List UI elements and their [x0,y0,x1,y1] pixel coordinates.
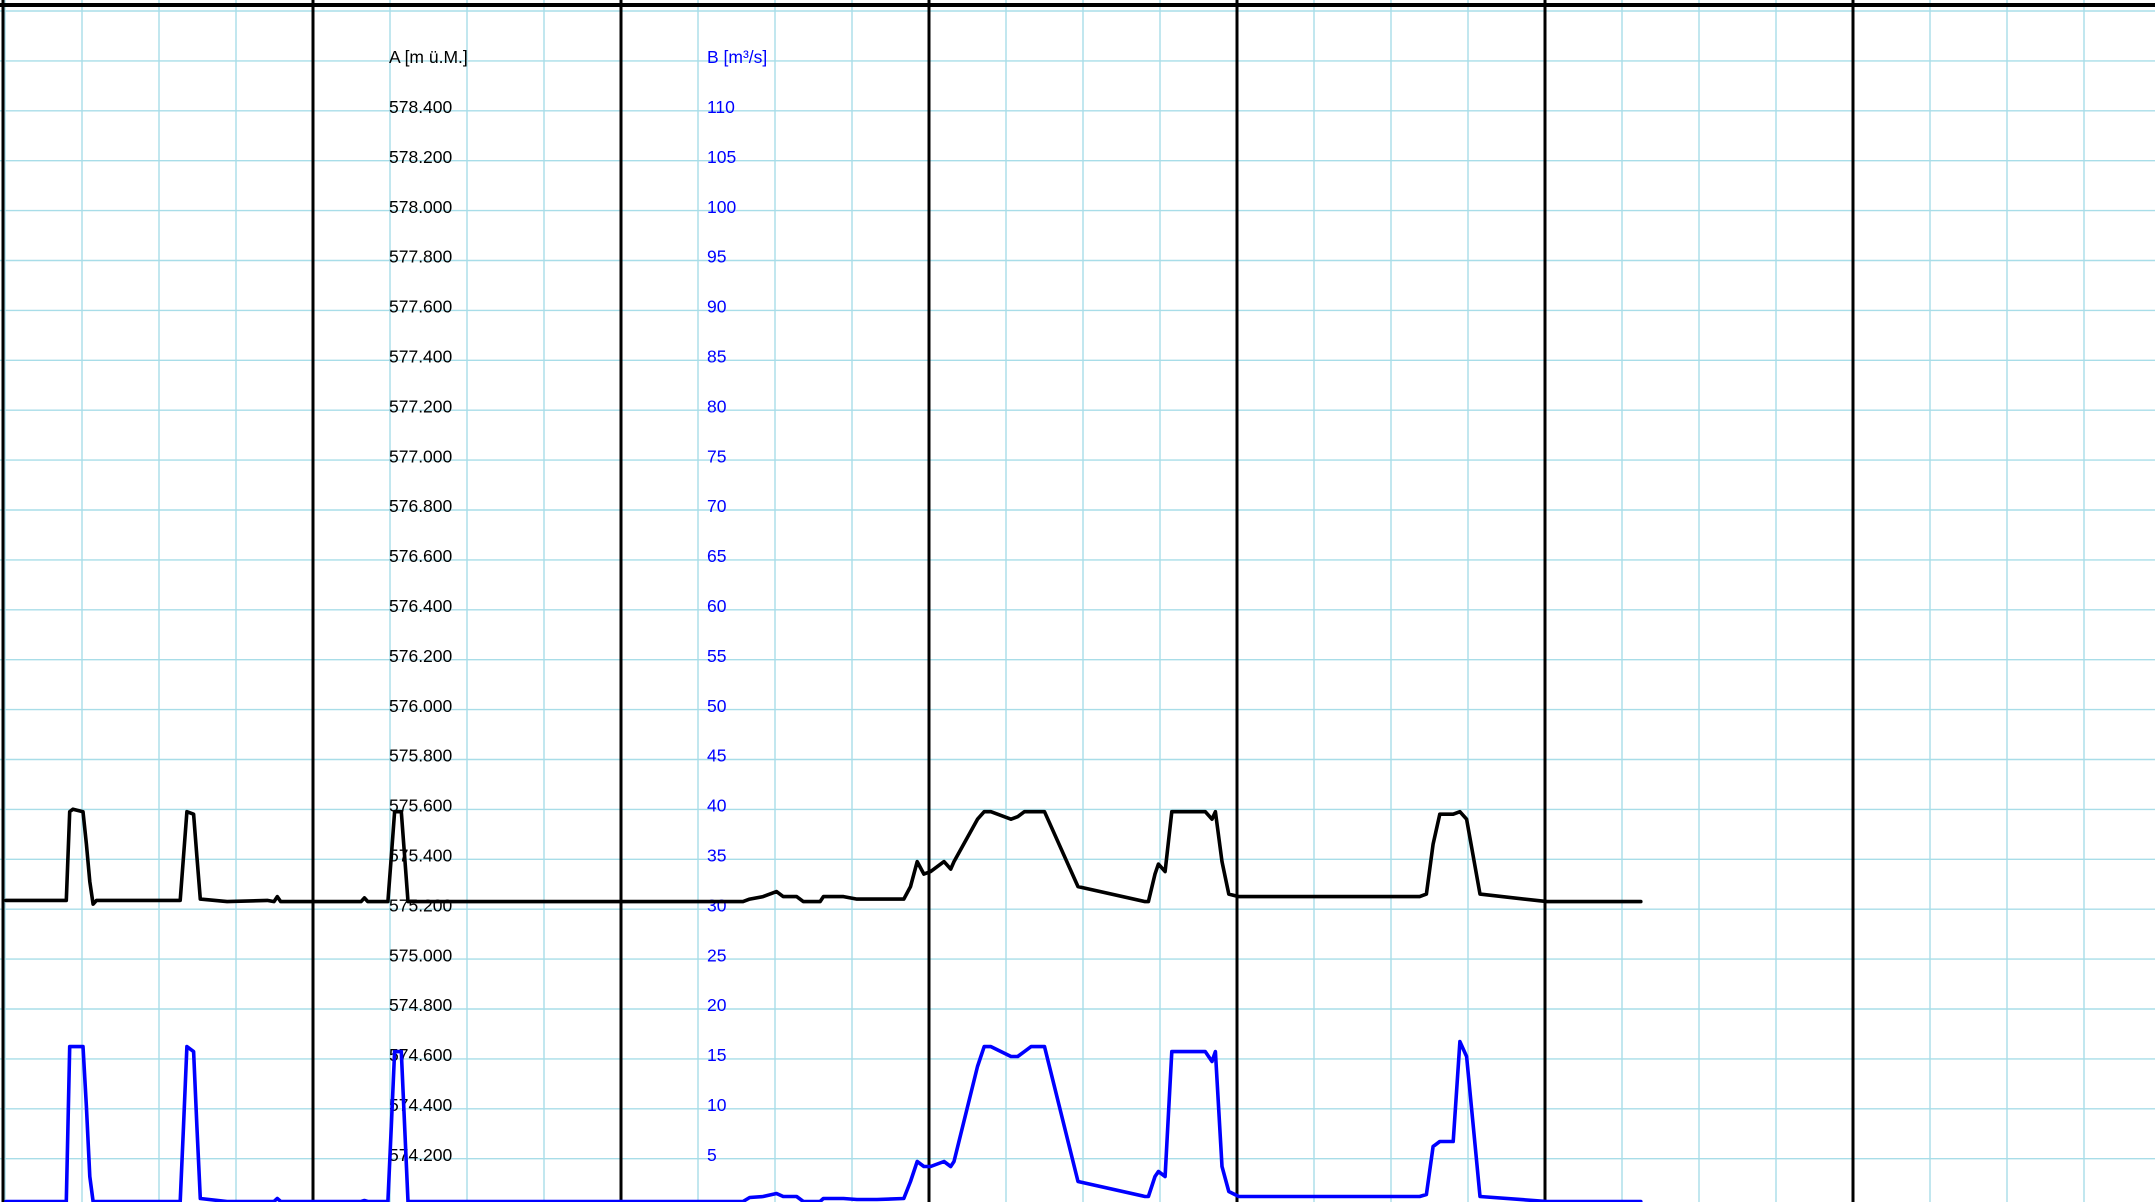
y-axis-a-tick-label: 576.000 [389,696,453,716]
y-axis-b-tick-label: 15 [707,1045,726,1065]
y-axis-a: A [m ü.M.] 578.400 578.200 578.000 577.800 5… [389,47,468,1165]
y-axis-a-tick-label: 574.800 [389,995,453,1015]
y-axis-b-tick-label: 70 [707,496,727,516]
y-axis-a-tick-label: 575.400 [389,846,453,866]
y-axis-b-tick-label: 75 [707,446,726,466]
y-axis-a-tick-label: 577.000 [389,446,453,466]
y-axis-a-tick-label: 574.200 [389,1145,453,1165]
y-axis-b-tick-label: 50 [707,696,727,716]
y-axis-b-label: B [m³/s] [707,47,767,67]
y-axis-b-tick-label: 10 [707,1095,727,1115]
y-axis-a-tick-label: 574.600 [389,1045,453,1065]
y-axis-b-tick-label: 45 [707,746,726,766]
y-axis-b-tick-label: 35 [707,846,726,866]
y-axis-b-tick-label: 105 [707,147,736,167]
y-axis-b-tick-label: 40 [707,796,727,816]
y-axis-b: B [m³/s] 1101051009590858075706560555045… [707,47,767,1165]
series-line-b [4,1039,1643,1202]
series-line-a [4,807,1643,906]
y-axis-a-tick-label: 576.400 [389,596,453,616]
y-axis-b-tick-label: 60 [707,596,727,616]
y-axis-b-tick-label: 65 [707,546,726,566]
y-axis-b-tick-label: 5 [707,1145,717,1165]
y-axis-a-tick-label: 574.400 [389,1095,453,1115]
y-axis-a-tick-label: 575.200 [389,895,453,915]
y-axis-b-tick-label: 20 [707,995,727,1015]
y-axis-b-tick-label: 80 [707,396,727,416]
y-axis-a-label: A [m ü.M.] [389,47,468,67]
y-axis-b-tick-label: 110 [707,97,735,117]
y-axis-b-tick-label: 30 [707,895,727,915]
y-axis-b-tick-label: 25 [707,945,726,965]
y-axis-a-tick-label: 576.800 [389,496,453,516]
y-axis-a-tick-label: 577.200 [389,396,453,416]
y-axis-a-tick-label: 575.600 [389,796,453,816]
y-axis-b-tick-label: 55 [707,646,726,666]
y-axis-a-tick-label: 575.000 [389,945,453,965]
y-axis-a-tick-label: 576.200 [389,646,453,666]
y-axis-b-tick-label: 95 [707,247,726,267]
y-axis-a-tick-label: 577.400 [389,347,453,367]
series-layer [4,807,1643,1202]
y-axis-a-tick-label: 578.200 [389,147,453,167]
y-axis-b-tick-label: 90 [707,297,727,317]
y-axis-b-tick-label: 85 [707,347,726,367]
y-axis-a-tick-label: 577.800 [389,247,453,267]
y-axis-a-tick-label: 578.000 [389,197,453,217]
y-axis-a-tick-label: 578.400 [389,97,453,117]
y-axis-a-tick-label: 576.600 [389,546,453,566]
y-axis-b-tick-label: 100 [707,197,736,217]
y-axis-a-tick-label: 577.600 [389,297,453,317]
y-axis-a-tick-label: 575.800 [389,746,453,766]
